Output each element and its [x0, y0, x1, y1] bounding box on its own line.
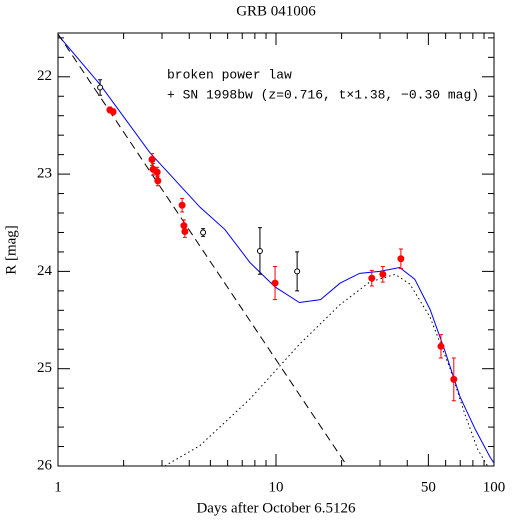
data-point — [200, 229, 207, 236]
data-point — [109, 108, 117, 116]
curve — [58, 33, 348, 466]
data-point — [437, 342, 445, 350]
data-point — [256, 247, 263, 254]
data-point — [178, 201, 186, 209]
y-tick-label: 23 — [37, 166, 52, 182]
data-point — [154, 177, 162, 185]
data-point — [271, 279, 279, 287]
data-point — [153, 168, 161, 176]
data-point — [97, 84, 104, 91]
data-point — [450, 375, 458, 383]
chart-title: GRB 041006 — [236, 3, 316, 19]
data-point — [379, 270, 387, 278]
data-point — [148, 155, 156, 163]
curve — [58, 34, 494, 464]
y-tick-label: 25 — [37, 360, 52, 376]
annotation: broken power law — [167, 67, 292, 82]
x-tick-label: 100 — [483, 479, 506, 495]
data-point — [181, 227, 189, 235]
x-axis-label: Days after October 6.5126 — [196, 500, 356, 516]
x-tick-label: 10 — [269, 479, 284, 495]
x-tick-label: 1 — [54, 479, 62, 495]
data-point — [397, 255, 405, 263]
y-tick-label: 24 — [37, 263, 53, 279]
data-point — [368, 274, 376, 282]
curve — [164, 273, 488, 466]
x-tick-label: 50 — [421, 479, 436, 495]
annotation: + SN 1998bw (z=0.716, t×1.38, −0.30 mag) — [167, 87, 479, 102]
y-axis-label: R [mag] — [3, 225, 19, 275]
data-point — [294, 268, 301, 275]
y-tick-label: 22 — [37, 68, 52, 84]
y-tick-label: 26 — [37, 457, 53, 473]
